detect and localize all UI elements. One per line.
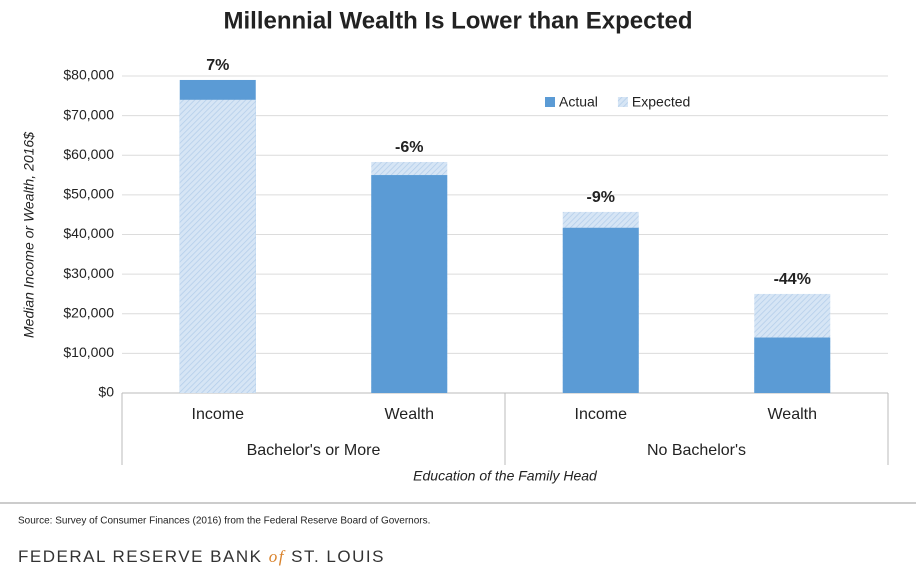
annotation: 7% (206, 57, 229, 74)
annotation: -6% (395, 139, 423, 156)
y-tick-label: $20,000 (63, 304, 114, 320)
annotation: -44% (774, 271, 811, 288)
x-tick-label: Wealth (384, 406, 434, 423)
y-tick-label: $60,000 (63, 146, 114, 162)
x-tick-label: Wealth (767, 406, 817, 423)
bar (179, 99, 256, 394)
group-label: Bachelor's or More (247, 442, 381, 459)
legend-swatch (545, 97, 555, 107)
footer-part: ST. LOUIS (285, 547, 385, 566)
footer-part: FEDERAL RESERVE BANK (18, 547, 269, 566)
x-tick-label: Income (192, 406, 245, 423)
legend-label: Expected (632, 94, 690, 110)
y-tick-label: $40,000 (63, 225, 114, 241)
y-tick-label: $0 (98, 384, 114, 400)
bar (371, 175, 448, 393)
y-tick-label: $10,000 (63, 344, 114, 360)
footer-logo: FEDERAL RESERVE BANK of ST. LOUIS (18, 547, 385, 567)
group-label: No Bachelor's (647, 442, 746, 459)
footer-part: of (269, 547, 286, 566)
bar (754, 337, 831, 393)
legend-swatch (617, 97, 628, 107)
y-tick-label: $80,000 (63, 67, 114, 83)
x-tick-label: Income (575, 406, 628, 423)
bar (562, 227, 639, 393)
legend-label: Actual (559, 94, 598, 110)
x-axis-label: Education of the Family Head (413, 468, 598, 484)
y-tick-label: $50,000 (63, 186, 114, 202)
source-note: Source: Survey of Consumer Finances (201… (18, 516, 430, 527)
chart-title: Millennial Wealth Is Lower than Expected (224, 7, 693, 34)
y-tick-label: $30,000 (63, 265, 114, 281)
y-axis-label: Median Income or Wealth, 2016$ (21, 132, 37, 338)
annotation: -9% (587, 189, 615, 206)
y-tick-label: $70,000 (63, 106, 114, 122)
